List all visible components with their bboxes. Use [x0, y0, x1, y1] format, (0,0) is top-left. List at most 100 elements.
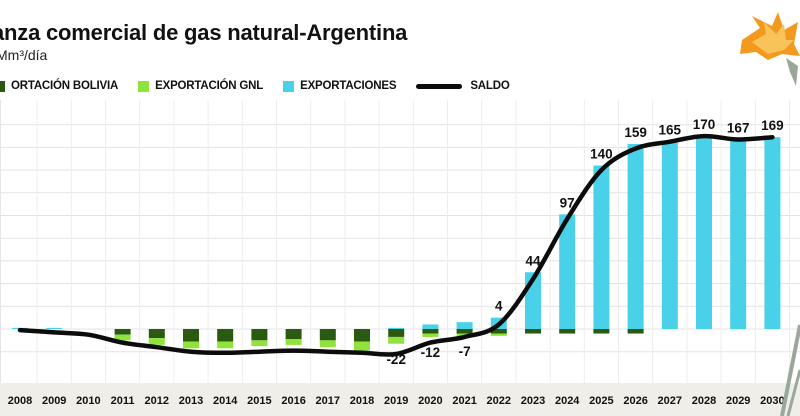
data-label-2024: 97	[560, 195, 575, 210]
bar-bolivia-2017	[319, 329, 336, 341]
x-tick-label: 2011	[111, 395, 135, 407]
bar-bolivia-2016	[285, 329, 302, 340]
chart-subtitle: Mm³/día	[0, 47, 48, 63]
data-label-2020: -12	[421, 345, 441, 360]
x-tick-label: 2012	[145, 395, 169, 407]
bar-bolivia-2011	[114, 329, 131, 335]
bars	[12, 136, 781, 351]
legend-swatch-bolivia	[0, 80, 5, 92]
bar-gnl-2017	[319, 340, 336, 348]
x-tick-label: 2009	[42, 395, 66, 407]
data-label-2025: 140	[590, 147, 613, 162]
bar-exportaciones-2028	[696, 136, 712, 329]
legend-item-saldo: SALDO	[416, 80, 510, 92]
legend-item-bolivia: ORTACIÓN BOLIVIA	[0, 80, 118, 92]
tower-strut	[780, 324, 800, 416]
data-label-2030: 169	[761, 118, 784, 133]
bar-gnl-2018	[354, 341, 370, 351]
legend-swatch-gnl	[138, 80, 150, 92]
bar-gnl-2012	[148, 338, 165, 345]
bar-gnl-2011	[114, 334, 131, 341]
bar-gnl-2022	[490, 333, 507, 336]
bar-exportaciones-2009	[46, 327, 63, 329]
x-axis-ticks: 2008 2009 2010 2011 2012 2013 2014 2015 2016 2017…	[8, 395, 785, 407]
legend-label-bolivia: ORTACIÓN BOLIVIA	[11, 80, 119, 92]
legend-label-saldo: SALDO	[470, 80, 510, 92]
data-label-2022: 4	[495, 299, 503, 314]
x-tick-label: 2029	[726, 395, 750, 407]
data-label-2029: 167	[727, 120, 750, 135]
legend-item-exportaciones: EXPORTACIONES	[283, 80, 397, 92]
bar-bolivia-2013	[183, 329, 199, 342]
bar-exportaciones-2021	[456, 322, 473, 329]
x-tick-label: 2016	[281, 395, 305, 407]
bar-exportaciones-2029	[730, 139, 747, 329]
bar-bolivia-2025	[593, 329, 610, 334]
chart-title: anza comercial de gas natural-Argentina	[0, 20, 408, 45]
x-tick-label: 2028	[692, 395, 716, 407]
tower-strut	[786, 369, 800, 416]
bar-gnl-2014	[217, 341, 234, 349]
legend-label-exportaciones: EXPORTACIONES	[300, 80, 397, 92]
bar-exportaciones-2019	[388, 327, 405, 329]
x-tick-label: 2021	[452, 395, 476, 407]
x-tick-label: 2024	[555, 395, 580, 407]
saldo-line-layer	[17, 133, 775, 357]
x-tick-label: 2026	[623, 395, 647, 407]
bar-exportaciones-2030	[764, 137, 781, 329]
x-tick-label: 2027	[658, 395, 682, 407]
x-tick-label: 2014	[213, 395, 238, 407]
legend-swatch-exportaciones	[283, 80, 295, 92]
legend-swatch-saldo	[416, 83, 463, 89]
x-axis-band	[0, 383, 800, 416]
bar-gnl-2013	[183, 341, 199, 349]
x-tick-label: 2013	[179, 395, 203, 407]
bar-bolivia-2023	[525, 329, 541, 334]
legend: ORTACIÓN BOLIVIA EXPORTACIÓN GNL EXPORTA…	[0, 78, 530, 94]
data-label-2021: -7	[459, 344, 471, 359]
bar-bolivia-2014	[217, 329, 234, 342]
bar-bolivia-2015	[251, 329, 268, 341]
legend-item-gnl: EXPORTACIÓN GNL	[138, 80, 263, 92]
bar-bolivia-2024	[559, 329, 576, 334]
x-tick-label: 2030	[760, 395, 784, 407]
bar-gnl-2019	[388, 336, 405, 344]
data-label-2026: 159	[624, 125, 647, 140]
bar-exportaciones-2020	[422, 324, 439, 329]
bar-bolivia-2021	[456, 329, 473, 334]
bar-bolivia-2018	[354, 329, 370, 342]
bar-exportaciones-2024	[559, 214, 576, 329]
bar-bolivia-2026	[627, 329, 644, 334]
data-label-2027: 165	[659, 123, 682, 138]
bar-gnl-2016	[285, 339, 302, 345]
x-tick-label: 2019	[384, 395, 408, 407]
x-tick-label: 2010	[76, 395, 100, 407]
bar-gnl-2015	[251, 340, 268, 347]
x-tick-label: 2023	[521, 395, 545, 407]
x-tick-label: 2025	[589, 395, 613, 407]
legend-label-gnl: EXPORTACIÓN GNL	[155, 80, 264, 92]
tower-decoration	[780, 324, 800, 416]
bar-bolivia-2020	[422, 329, 439, 334]
bar-gnl-2020	[422, 333, 439, 337]
flame-logo-icon	[740, 12, 800, 86]
bar-bolivia-2012	[148, 329, 165, 339]
saldo-line	[17, 133, 775, 357]
bar-exportaciones-2026	[627, 143, 644, 329]
x-tick-label: 2017	[316, 395, 340, 407]
data-label-2023: 44	[525, 253, 541, 268]
bar-exportaciones-2027	[661, 141, 678, 329]
bar-exportaciones-2025	[593, 165, 610, 329]
data-label-2028: 170	[693, 117, 716, 132]
data-label-2019: -22	[386, 352, 406, 367]
grid	[0, 100, 800, 383]
bar-bolivia-2019	[388, 329, 405, 337]
x-tick-label: 2015	[247, 395, 271, 407]
x-tick-label: 2020	[418, 395, 442, 407]
x-tick-label: 2022	[487, 395, 511, 407]
x-tick-label: 2008	[8, 395, 32, 407]
bar-bolivia-2022	[490, 329, 507, 334]
x-tick-label: 2018	[350, 395, 374, 407]
